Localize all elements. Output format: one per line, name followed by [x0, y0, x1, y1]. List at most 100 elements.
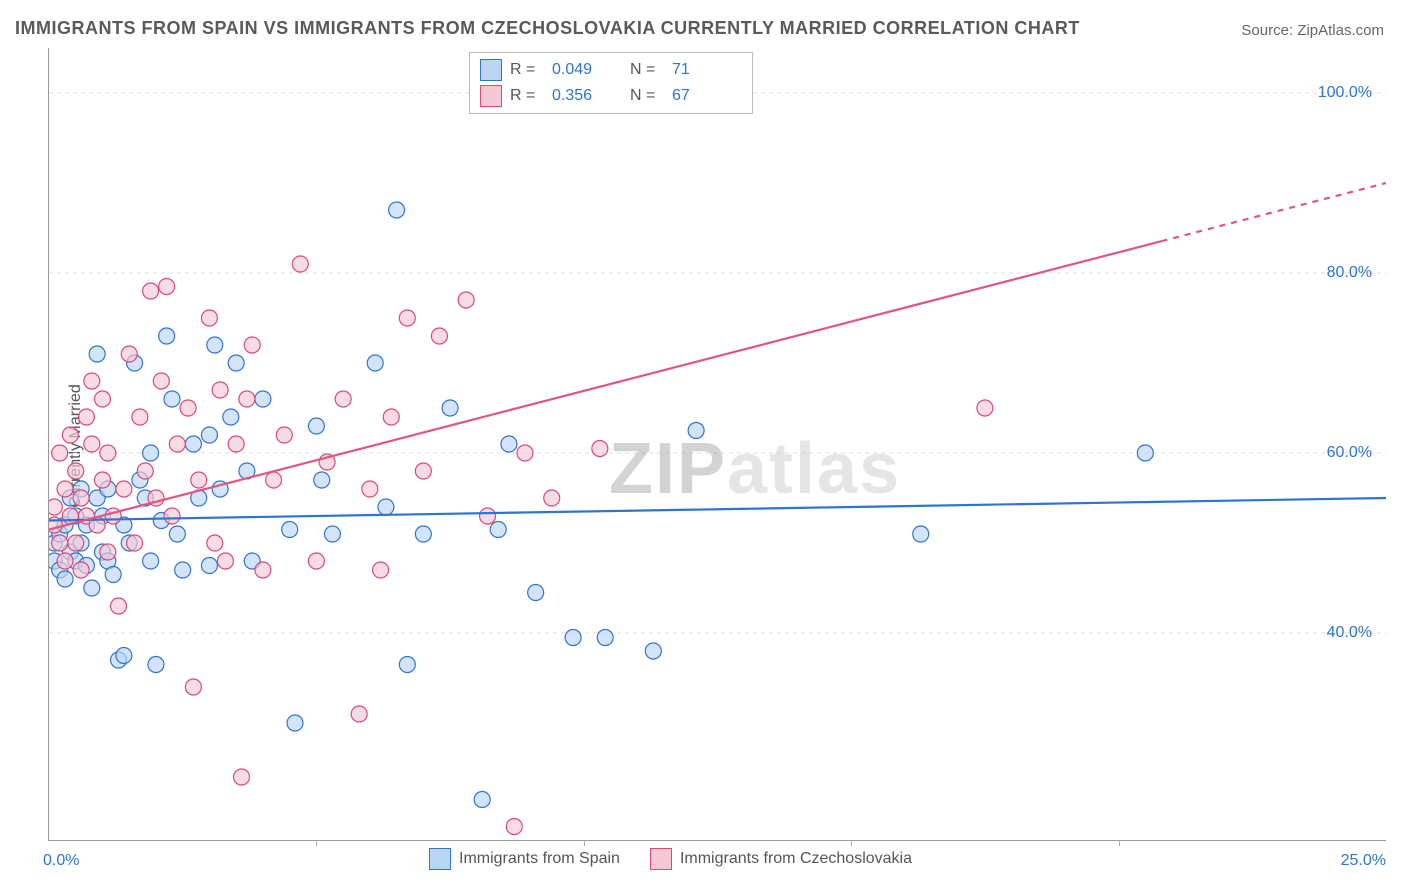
data-point: [458, 292, 474, 308]
data-point: [399, 657, 415, 673]
data-point: [57, 481, 73, 497]
data-point: [132, 409, 148, 425]
legend-item-czech: Immigrants from Czechoslovakia: [650, 848, 912, 870]
data-point: [78, 409, 94, 425]
data-point: [276, 427, 292, 443]
data-point: [977, 400, 993, 416]
data-point: [501, 436, 517, 452]
data-point: [389, 202, 405, 218]
data-point: [255, 562, 271, 578]
x-tick-mark: [584, 840, 585, 846]
data-point: [137, 463, 153, 479]
data-point: [292, 256, 308, 272]
data-point: [234, 769, 250, 785]
data-point: [367, 355, 383, 371]
data-point: [127, 535, 143, 551]
swatch-pink-icon: [650, 848, 672, 870]
data-point: [62, 427, 78, 443]
data-point: [913, 526, 929, 542]
data-point: [335, 391, 351, 407]
data-point: [185, 436, 201, 452]
data-point: [111, 598, 127, 614]
data-point: [565, 630, 581, 646]
data-point: [383, 409, 399, 425]
x-axis-min-label: 0.0%: [43, 852, 79, 870]
series-legend: Immigrants from Spain Immigrants from Cz…: [429, 848, 912, 870]
data-point: [528, 585, 544, 601]
data-point: [597, 630, 613, 646]
data-point: [217, 553, 233, 569]
data-point: [442, 400, 458, 416]
data-point: [517, 445, 533, 461]
legend-row-czech: R = 0.356 N = 67: [480, 83, 742, 109]
data-point: [105, 567, 121, 583]
swatch-pink-icon: [480, 85, 502, 107]
data-point: [73, 562, 89, 578]
data-point: [68, 535, 84, 551]
data-point: [148, 657, 164, 673]
data-point: [73, 490, 89, 506]
data-point: [415, 526, 431, 542]
data-point: [399, 310, 415, 326]
data-point: [175, 562, 191, 578]
data-point: [378, 499, 394, 515]
data-point: [474, 792, 490, 808]
data-point: [282, 522, 298, 538]
data-point: [506, 819, 522, 835]
data-point: [228, 436, 244, 452]
data-point: [143, 553, 159, 569]
data-point: [255, 391, 271, 407]
data-point: [52, 535, 68, 551]
data-point: [266, 472, 282, 488]
data-point: [228, 355, 244, 371]
correlation-legend: R = 0.049 N = 71 R = 0.356 N = 67: [469, 52, 753, 114]
data-point: [164, 508, 180, 524]
data-point: [52, 445, 68, 461]
data-point: [94, 472, 110, 488]
y-tick-label: 40.0%: [1327, 624, 1372, 642]
data-point: [480, 508, 496, 524]
trend-line: [1161, 183, 1386, 241]
data-point: [592, 441, 608, 457]
data-point: [116, 648, 132, 664]
data-point: [100, 544, 116, 560]
data-point: [180, 400, 196, 416]
data-point: [212, 382, 228, 398]
y-tick-label: 60.0%: [1327, 444, 1372, 462]
data-point: [373, 562, 389, 578]
data-point: [57, 553, 73, 569]
data-point: [143, 445, 159, 461]
data-point: [153, 373, 169, 389]
data-point: [201, 310, 217, 326]
data-point: [223, 409, 239, 425]
data-point: [490, 522, 506, 538]
data-point: [169, 436, 185, 452]
trend-line: [49, 498, 1386, 521]
data-point: [207, 535, 223, 551]
data-point: [89, 346, 105, 362]
data-point: [201, 558, 217, 574]
data-point: [116, 481, 132, 497]
data-point: [431, 328, 447, 344]
data-point: [324, 526, 340, 542]
data-point: [164, 391, 180, 407]
x-axis-max-label: 25.0%: [1341, 852, 1386, 870]
data-point: [201, 427, 217, 443]
data-point: [351, 706, 367, 722]
x-tick-mark: [1119, 840, 1120, 846]
data-point: [207, 337, 223, 353]
x-tick-mark: [316, 840, 317, 846]
data-point: [645, 643, 661, 659]
data-point: [68, 463, 84, 479]
data-point: [100, 445, 116, 461]
legend-row-spain: R = 0.049 N = 71: [480, 57, 742, 83]
data-point: [159, 279, 175, 295]
data-point: [544, 490, 560, 506]
x-tick-mark: [851, 840, 852, 846]
plot-area: R = 0.049 N = 71 R = 0.356 N = 67 ZIPatl…: [48, 48, 1386, 841]
data-point: [191, 472, 207, 488]
data-point: [121, 346, 137, 362]
data-point: [362, 481, 378, 497]
y-tick-label: 80.0%: [1327, 264, 1372, 282]
legend-item-spain: Immigrants from Spain: [429, 848, 620, 870]
